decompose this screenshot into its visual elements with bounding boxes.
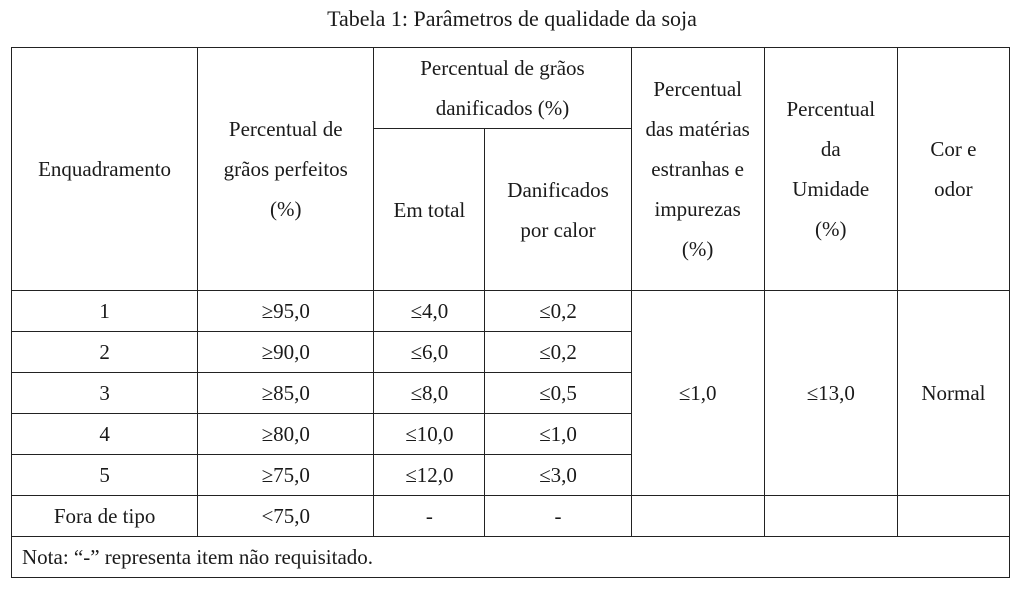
table-row: 3 ≥85,0 ≤8,0 ≤0,5 <box>10 372 1010 414</box>
table-row-fora-de-tipo: Fora de tipo <75,0 - - <box>10 495 1011 537</box>
soy-quality-table: Enquadramento Percentual de grãos perfei… <box>10 47 1011 578</box>
cell-tipo: 3 <box>10 372 199 414</box>
table-row: 1 ≥95,0 ≤4,0 ≤0,2 ≤1,0 ≤13,0 Normal <box>10 290 1011 496</box>
header-por-calor: Danificados por calor <box>484 128 632 291</box>
header-perfeitos: Percentual de grãos perfeitos (%) <box>197 47 375 291</box>
cell-tipo: 2 <box>10 331 199 373</box>
cell-por-calor: ≤3,0 <box>484 454 632 496</box>
table-note-row: Nota: “-” representa item não requisitad… <box>11 536 1010 578</box>
cell-perfeitos: ≥85,0 <box>197 372 375 414</box>
header-em-total: Em total <box>373 128 486 291</box>
cell-tipo: 5 <box>10 454 199 496</box>
cell-perfeitos: ≥75,0 <box>197 454 375 496</box>
header-row-top: Enquadramento Percentual de grãos perfei… <box>10 47 1011 291</box>
header-cor-odor-text: Cor e odor <box>930 137 977 201</box>
cell-em-total: - <box>373 495 486 537</box>
cell-tipo: 1 <box>10 290 199 332</box>
cell-empty <box>763 495 898 537</box>
cell-por-calor: ≤0,2 <box>484 290 632 332</box>
cell-em-total: ≤4,0 <box>373 290 486 332</box>
cell-por-calor: ≤0,2 <box>484 331 632 373</box>
table-caption: Tabela 1: Parâmetros de qualidade da soj… <box>327 6 697 31</box>
header-perfeitos-text: Percentual de grãos perfeitos (%) <box>223 117 348 221</box>
header-materias-text: Percentual das matérias estranhas e impu… <box>645 77 750 261</box>
cell-cor-odor-merged: Normal <box>896 290 1011 496</box>
header-materias: Percentual das matérias estranhas e impu… <box>630 47 765 291</box>
cell-perfeitos: ≥80,0 <box>197 413 375 455</box>
cell-em-total: ≤6,0 <box>373 331 486 373</box>
cell-empty <box>630 495 765 537</box>
header-umidade: Percentual da Umidade (%) <box>763 47 898 291</box>
cell-por-calor: - <box>484 495 632 537</box>
cell-em-total: ≤8,0 <box>373 372 486 414</box>
cell-perfeitos: <75,0 <box>197 495 375 537</box>
header-enquadramento: Enquadramento <box>10 47 199 291</box>
cell-tipo: Fora de tipo <box>10 495 199 537</box>
cell-por-calor: ≤1,0 <box>484 413 632 455</box>
header-umidade-text: Percentual da Umidade (%) <box>786 97 876 241</box>
header-row-sub: Em total Danificados por calor <box>12 128 1010 291</box>
cell-materias-merged: ≤1,0 <box>630 290 765 496</box>
table-row: 4 ≥80,0 ≤10,0 ≤1,0 <box>10 413 1010 455</box>
header-por-calor-text: Danificados por calor <box>507 177 609 242</box>
cell-perfeitos: ≥90,0 <box>197 331 375 373</box>
cell-em-total: ≤12,0 <box>373 454 486 496</box>
cell-empty <box>896 495 1011 537</box>
header-danificados-text: Percentual de grãos danificados (%) <box>420 56 585 120</box>
cell-em-total: ≤10,0 <box>373 413 486 455</box>
header-danificados: Percentual de grãos danificados (%) <box>373 47 632 129</box>
cell-umidade-merged: ≤13,0 <box>763 290 898 496</box>
cell-por-calor: ≤0,5 <box>484 372 632 414</box>
cell-perfeitos: ≥95,0 <box>197 290 375 332</box>
table-note: Nota: “-” representa item não requisitad… <box>11 536 1010 578</box>
cell-tipo: 4 <box>10 413 199 455</box>
header-cor-odor: Cor e odor <box>896 47 1011 291</box>
